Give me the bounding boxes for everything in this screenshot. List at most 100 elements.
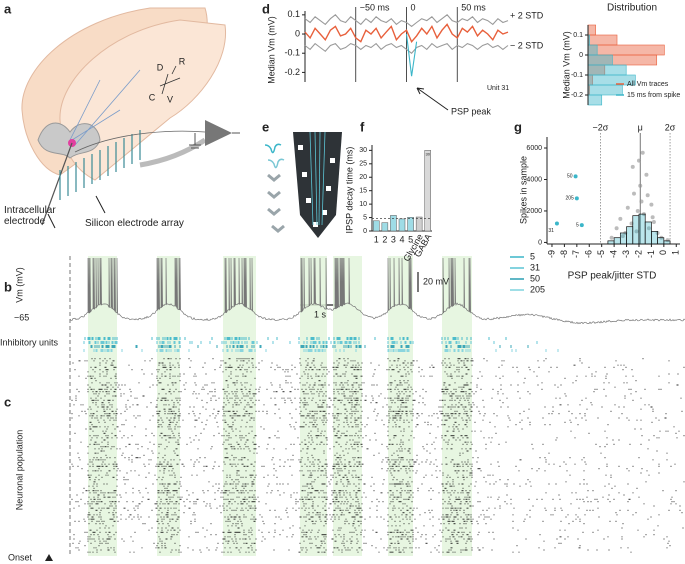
point-label: 205 [565, 196, 574, 202]
x-tick-label: 50 ms [461, 2, 486, 12]
legend-label: 15 ms from spike [627, 92, 680, 99]
x-tick-label: -4 [608, 250, 618, 258]
x-tick-label: -2 [633, 250, 643, 258]
point [650, 215, 655, 220]
bar [415, 216, 423, 232]
y-tick-label: 0.1 [573, 32, 583, 39]
inhibitory-raster [83, 341, 538, 344]
point [620, 234, 625, 239]
series-line [304, 23, 509, 43]
y-tick-label: 2000 [526, 208, 542, 215]
x-tick-label: -9 [546, 250, 556, 258]
y-tick-label: 4000 [526, 176, 542, 183]
x-tick-label: 2 [382, 234, 387, 244]
bar [390, 215, 397, 232]
point [649, 202, 654, 207]
hist-bar [632, 215, 640, 245]
inhibitory-raster [90, 345, 529, 348]
point [638, 183, 643, 188]
point [651, 219, 656, 224]
legend-label: 31 [530, 262, 540, 272]
hist-bar [638, 213, 646, 245]
y-tick-label: 5 [363, 214, 367, 221]
highlight-point [579, 223, 584, 228]
x-tick-label: 0 [658, 250, 668, 255]
point [639, 199, 644, 204]
y-tick-label: -0.2 [571, 92, 583, 99]
neuron-processes [69, 69, 141, 146]
point [636, 158, 641, 163]
intracellular-electrode [41, 142, 73, 226]
legend-label: 205 [530, 284, 545, 294]
hist-bar [587, 24, 596, 36]
y-axis-label: IPSP decay time (ms) [344, 147, 354, 234]
hist-bar [587, 84, 623, 96]
x-tick-label: 1 [374, 234, 379, 244]
x-tick-label: −50 ms [360, 2, 390, 12]
cord-half [59, 19, 227, 181]
population-label: Neuronal population [14, 430, 24, 511]
panel-letter: g [514, 119, 522, 134]
point [630, 164, 635, 169]
y-axis-label: Median Vm (mV) [266, 16, 276, 84]
point-label: 5 [576, 222, 579, 228]
hist-bar [644, 221, 652, 245]
point [640, 150, 645, 155]
point [634, 229, 639, 234]
label: Intracellular electrode [4, 205, 56, 227]
y-axis-label: Spikes in sample [518, 156, 528, 224]
x-tick-label: 5 [408, 234, 413, 244]
reference-label: 2σ [665, 122, 676, 132]
series-line [405, 33, 418, 77]
inhibitory-raster [84, 337, 507, 340]
y-axis-label: Median Vm (mV) [561, 31, 571, 99]
highlight-point [554, 221, 559, 226]
axis-letter: C [149, 92, 156, 102]
onset-marker [45, 554, 53, 561]
bar [381, 222, 389, 232]
hist-bar [619, 232, 627, 245]
x-tick-label: -1 [646, 250, 656, 258]
x-tick-label: -8 [559, 250, 569, 258]
hist-bar [587, 44, 665, 56]
y-tick-label: 25 [359, 161, 367, 168]
burst-window [157, 256, 180, 556]
chart-title: Distribution [607, 3, 657, 14]
wire [74, 130, 206, 153]
legend-label: 5 [530, 251, 535, 261]
y-tick-label: -0.2 [284, 67, 300, 77]
axis-letter: R [179, 56, 186, 66]
point [614, 226, 619, 231]
psp-arrow [416, 87, 449, 111]
y-tick-label: -0.1 [284, 48, 300, 58]
x-axis-label: PSP peak/jitter STD [568, 271, 657, 282]
highlight-point [573, 174, 578, 179]
hist-bar [587, 64, 627, 76]
value-label: 30 [425, 151, 430, 156]
y-tick-label: 0 [295, 28, 300, 38]
hist-bar [651, 231, 658, 245]
bar [407, 217, 414, 232]
y-tick-label: 30 [359, 147, 367, 154]
spinal-cord-illustration [21, 7, 240, 229]
x-tick-label: 3 [391, 234, 396, 244]
annotation: − 2 STD [510, 40, 544, 50]
panel-letter: d [262, 1, 270, 16]
point [632, 191, 637, 196]
hist-bar [663, 240, 671, 245]
panel-letter: f [360, 119, 365, 134]
hist-bar [657, 237, 665, 245]
label-arrows [47, 195, 106, 229]
scale-label: 20 mV [423, 276, 449, 286]
x-tick-label: 1 [671, 250, 681, 255]
y-tick-label: -0.1 [571, 72, 583, 79]
x-tick-label: -3 [621, 250, 631, 258]
legend-label: 50 [530, 273, 540, 283]
axis-letter: D [157, 62, 164, 72]
y-tick-label: 20 [359, 174, 367, 181]
point-label: 50 [567, 174, 573, 180]
point [625, 205, 630, 210]
amplifier [205, 120, 232, 146]
x-tick-label: 4 [399, 234, 404, 244]
